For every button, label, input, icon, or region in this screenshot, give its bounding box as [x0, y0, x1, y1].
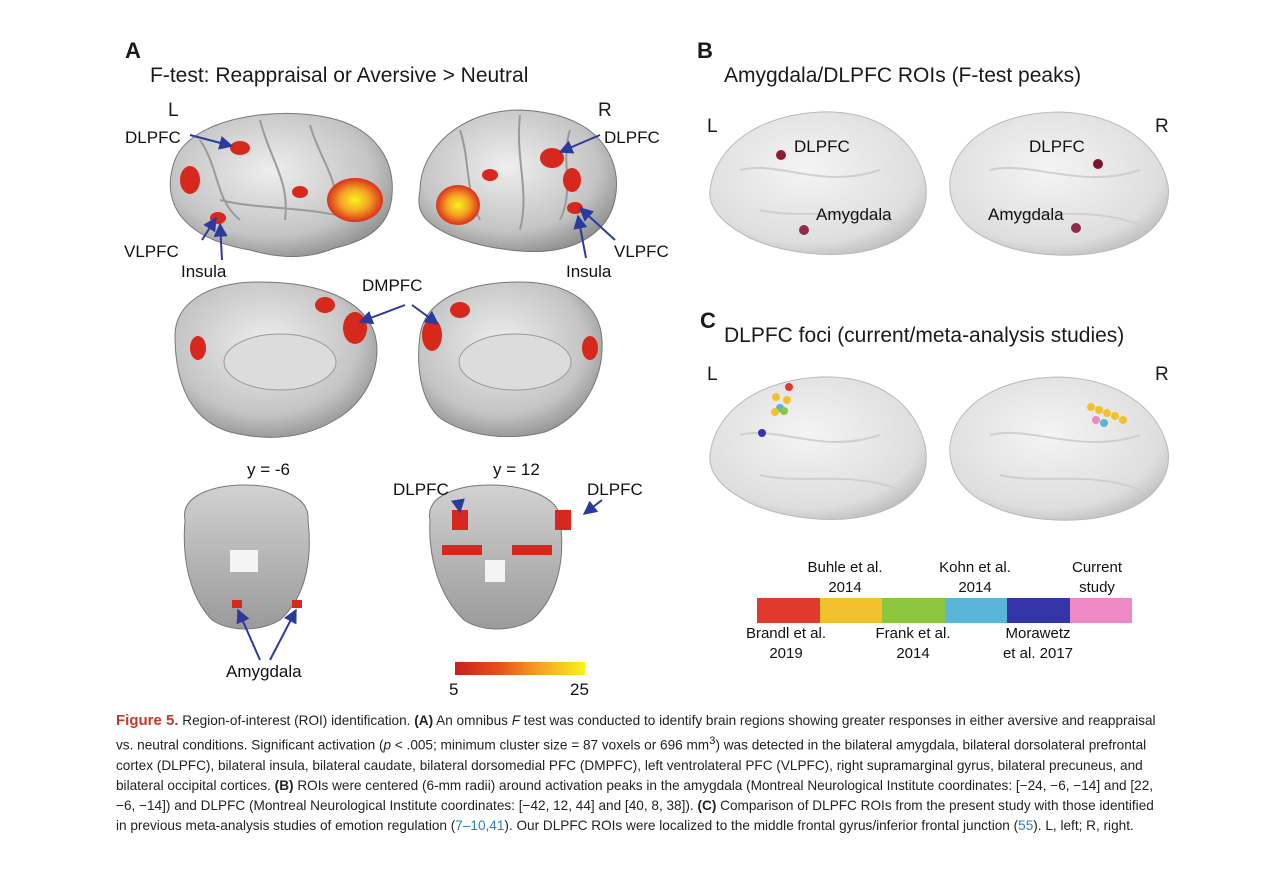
roi-dlpfc-right-dot: [1093, 159, 1103, 169]
panel-a-letter: A: [125, 38, 141, 63]
study-color-legend: [757, 598, 1132, 623]
label-y-neg6: y = -6: [247, 460, 290, 479]
left-foci-cluster: [758, 383, 793, 437]
legend-swatch-buhle: [819, 598, 882, 623]
legend-swatch-current: [1069, 598, 1132, 623]
label-insula-left: Insula: [181, 262, 227, 281]
caption-text: ). Our DLPFC ROIs were localized to the …: [504, 817, 1019, 833]
coronal-slice-y-neg6: [183, 484, 310, 630]
roi-amygdala-left-dot: [799, 225, 809, 235]
label-dlpfc-right: DLPFC: [604, 128, 660, 147]
label-dlpfc-coronal-left: DLPFC: [393, 480, 449, 499]
caption-text: An omnibus: [433, 713, 512, 728]
caption-ref-link[interactable]: 55: [1018, 817, 1034, 833]
colorbar-max: 25: [570, 680, 589, 699]
label-dmpfc: DMPFC: [362, 276, 423, 295]
legend-swatch-frank: [882, 598, 945, 623]
caption-c-label: (C): [697, 797, 717, 813]
figure-caption: Figure 5. Region-of-interest (ROI) ident…: [116, 711, 1166, 836]
panel-c-letter: C: [700, 308, 716, 333]
panel-b-left-marker: L: [707, 116, 718, 137]
right-medial-brain: [418, 281, 603, 438]
legend-swatch-morawetz: [1007, 598, 1070, 623]
panel-b-title: Amygdala/DLPFC ROIs (F-test peaks): [724, 64, 1082, 87]
b-label-dlpfc-right: DLPFC: [1029, 137, 1085, 156]
panel-c-glass-brains: [709, 376, 1169, 521]
caption-ref-link[interactable]: 7–10,41: [455, 817, 505, 833]
caption-f-italic: F: [511, 713, 521, 728]
caption-text: ) was detected in the bilateral amygdala…: [116, 737, 1147, 793]
left-lateral-brain: [169, 112, 393, 257]
right-lateral-brain: [418, 109, 617, 253]
caption-text: ROIs were centered (6-mm radii) around a…: [116, 777, 1154, 813]
caption-text: Comparison of DLPFC ROIs from the presen…: [116, 797, 1154, 833]
caption-text: ). L, left; R, right.: [1033, 817, 1134, 833]
caption-text: Region-of-interest (ROI) identification.: [178, 713, 415, 728]
legend-label-frank: Frank et al. 2014: [875, 625, 951, 662]
label-dlpfc-coronal-right: DLPFC: [587, 480, 643, 499]
left-medial-brain: [174, 281, 378, 438]
caption-text: test was conducted to identify brain reg…: [116, 713, 1156, 753]
caption-b-label: (B): [274, 777, 294, 793]
legend-label-kohn: Kohn et al. 2014: [939, 559, 1011, 596]
caption-superscript: 3: [709, 735, 716, 747]
panel-a-left-marker: L: [168, 100, 179, 121]
legend-label-current: Current study: [1071, 559, 1123, 596]
caption-text: < .005; minimum cluster size = 87 voxels…: [391, 737, 710, 753]
panel-b-right-marker: R: [1155, 116, 1169, 137]
activation-colorbar: [455, 662, 585, 675]
b-label-amygdala-left: Amygdala: [816, 205, 892, 224]
label-dlpfc-left: DLPFC: [125, 128, 181, 147]
right-foci-cluster: [1087, 403, 1127, 427]
caption-p-italic: p: [383, 737, 392, 753]
label-insula-right: Insula: [566, 262, 612, 281]
label-vlpfc-left: VLPFC: [124, 242, 179, 261]
b-label-dlpfc-left: DLPFC: [794, 137, 850, 156]
panel-a-brain-figure: [169, 109, 617, 661]
label-vlpfc-right: VLPFC: [614, 242, 669, 261]
legend-swatch-brandl: [757, 598, 820, 623]
figure-number: Figure 5.: [116, 712, 179, 729]
panel-c-left-marker: L: [707, 364, 718, 385]
coronal-slice-y-12: [429, 484, 571, 630]
panel-a-right-marker: R: [598, 100, 612, 121]
b-label-amygdala-right: Amygdala: [988, 205, 1064, 224]
panel-b-letter: B: [697, 38, 713, 63]
panel-b-glass-brains: [709, 111, 1169, 256]
panel-a-title: F-test: Reappraisal or Aversive > Neutra…: [150, 64, 529, 87]
panel-c-right-marker: R: [1155, 364, 1169, 385]
panel-c-title: DLPFC foci (current/meta-analysis studie…: [724, 324, 1125, 347]
legend-swatch-kohn: [944, 598, 1007, 623]
label-y-12: y = 12: [493, 460, 540, 479]
colorbar-min: 5: [449, 680, 459, 699]
roi-dlpfc-left-dot: [776, 150, 786, 160]
caption-a-label: (A): [414, 713, 434, 728]
legend-label-brandl: Brandl et al. 2019: [745, 625, 827, 662]
legend-label-morawetz: Morawetz et al. 2017: [1002, 625, 1074, 662]
roi-amygdala-right-dot: [1071, 223, 1081, 233]
legend-label-buhle: Buhle et al. 2014: [807, 559, 883, 596]
label-amygdala: Amygdala: [226, 662, 302, 681]
